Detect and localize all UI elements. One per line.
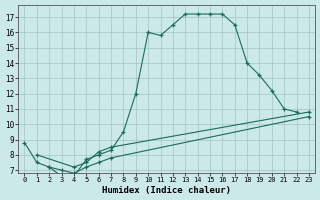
X-axis label: Humidex (Indice chaleur): Humidex (Indice chaleur) [102, 186, 231, 195]
